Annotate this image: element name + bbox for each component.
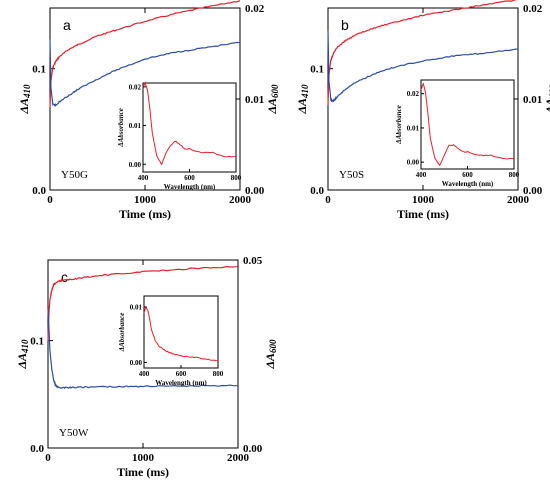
- inset-y-tick-label: 0.01: [130, 304, 143, 312]
- y-right-tick-label: 0.02: [245, 3, 265, 15]
- series-line-blue: [47, 308, 239, 390]
- inset-y-tick-label: 0.01: [129, 122, 142, 130]
- series-line-red: [49, 0, 241, 108]
- inset-frame: [142, 82, 237, 173]
- y-left-tick-label: 0.1: [30, 336, 44, 348]
- inset-frame: [420, 79, 515, 170]
- inset-spectrum-line: [420, 83, 515, 167]
- x-axis-label: Time (ms): [117, 465, 169, 479]
- y-left-axis-label: ΔA410: [17, 84, 32, 115]
- inset-y-tick-label: 0.02: [129, 83, 142, 91]
- x-axis-label: Time (ms): [119, 207, 171, 221]
- panel-letter: b: [341, 17, 349, 33]
- y-left-tick-label: 0.0: [32, 185, 46, 197]
- x-tick-label: 0: [325, 194, 331, 206]
- x-tick-label: 1000: [412, 194, 435, 206]
- y-right-tick-label: 0.05: [243, 255, 263, 267]
- y-left-tick-label: 0.0: [310, 185, 324, 197]
- x-tick-label: 1000: [132, 452, 155, 464]
- y-left-tick-label: 0.1: [310, 64, 324, 76]
- inset-spectrum-line: [143, 305, 219, 362]
- y-right-tick-label: 0.00: [523, 185, 543, 197]
- y-right-tick-label: 0.01: [523, 94, 542, 106]
- inset-y-axis-label: ΔAbsorbance: [395, 105, 403, 145]
- inset-x-tick-label: 800: [231, 174, 242, 182]
- x-tick-label: 2000: [229, 194, 252, 206]
- inset-y-tick-label: 0.00: [130, 359, 143, 367]
- panel-c: 0 1000 2000 0.0 0.1 0.00 0.05 Time (ms) ΔA410 ΔA6…: [15, 255, 278, 479]
- y-left-axis-label: ΔA410: [15, 339, 30, 370]
- y-right-axis-label: ΔA600: [543, 84, 550, 115]
- panel-letter: c: [61, 269, 68, 285]
- x-axis-label: Time (ms): [397, 207, 449, 221]
- series-line-blue: [49, 39, 241, 108]
- inset-y-tick-label: 0.01: [407, 124, 420, 132]
- inset-x-tick-label: 400: [139, 370, 150, 378]
- y-left-tick-label: 0.0: [30, 443, 44, 455]
- x-tick-label: 1000: [134, 194, 157, 206]
- inset-spectrum-line: [142, 81, 237, 166]
- inset-y-tick-label: 0.02: [407, 90, 420, 98]
- y-right-axis-label: ΔA600: [265, 84, 280, 115]
- inset-y-axis-label: ΔAbsorbance: [118, 313, 126, 353]
- panel-letter: a: [63, 17, 71, 33]
- series-line-red: [327, 0, 519, 106]
- inset-x-tick-label: 600: [184, 174, 195, 182]
- inset-x-tick-label: 800: [509, 171, 520, 179]
- y-right-tick-label: 0.02: [523, 3, 543, 15]
- inset-x-tick-label: 600: [462, 171, 473, 179]
- series-line-blue: [327, 30, 519, 103]
- y-right-tick-label: 0.01: [245, 94, 264, 106]
- y-left-tick-label: 0.1: [32, 64, 46, 76]
- sample-label: Y50G: [61, 169, 88, 181]
- inset-x-tick-label: 400: [138, 174, 149, 182]
- inset-frame: [143, 295, 219, 369]
- inset-x-tick-label: 800: [213, 370, 224, 378]
- panel-b: 0 1000 2000 0.0 0.1 0.00 0.01 0.02 Time (ms) ΔA41…: [295, 0, 550, 221]
- y-right-tick-label: 0.00: [243, 443, 263, 455]
- inset-x-axis-label: Wavelength (nm): [164, 183, 216, 191]
- sample-label: Y50W: [59, 427, 89, 439]
- x-tick-label: 2000: [507, 194, 530, 206]
- sample-label: Y50S: [339, 169, 364, 181]
- y-left-axis-label: ΔA410: [295, 84, 310, 115]
- inset-y-tick-label: 0.00: [407, 159, 420, 167]
- inset-x-tick-label: 600: [176, 370, 187, 378]
- inset-x-axis-label: Wavelength (nm): [155, 379, 207, 387]
- y-right-axis-label: ΔA600: [263, 339, 278, 370]
- panel-a: 0 1000 2000 0.0 0.1 0.00 0.01 0.02 Time (ms) ΔA41…: [17, 0, 280, 221]
- inset-y-tick-label: 0.00: [129, 161, 142, 169]
- x-tick-label: 0: [45, 452, 51, 464]
- x-tick-label: 0: [47, 194, 53, 206]
- y-right-tick-label: 0.00: [245, 185, 265, 197]
- inset-x-tick-label: 400: [416, 171, 427, 179]
- x-tick-label: 2000: [227, 452, 250, 464]
- inset-x-axis-label: Wavelength (nm): [442, 180, 494, 188]
- series-line-red: [47, 265, 239, 342]
- inset-y-axis-label: ΔAbsorbance: [117, 108, 125, 148]
